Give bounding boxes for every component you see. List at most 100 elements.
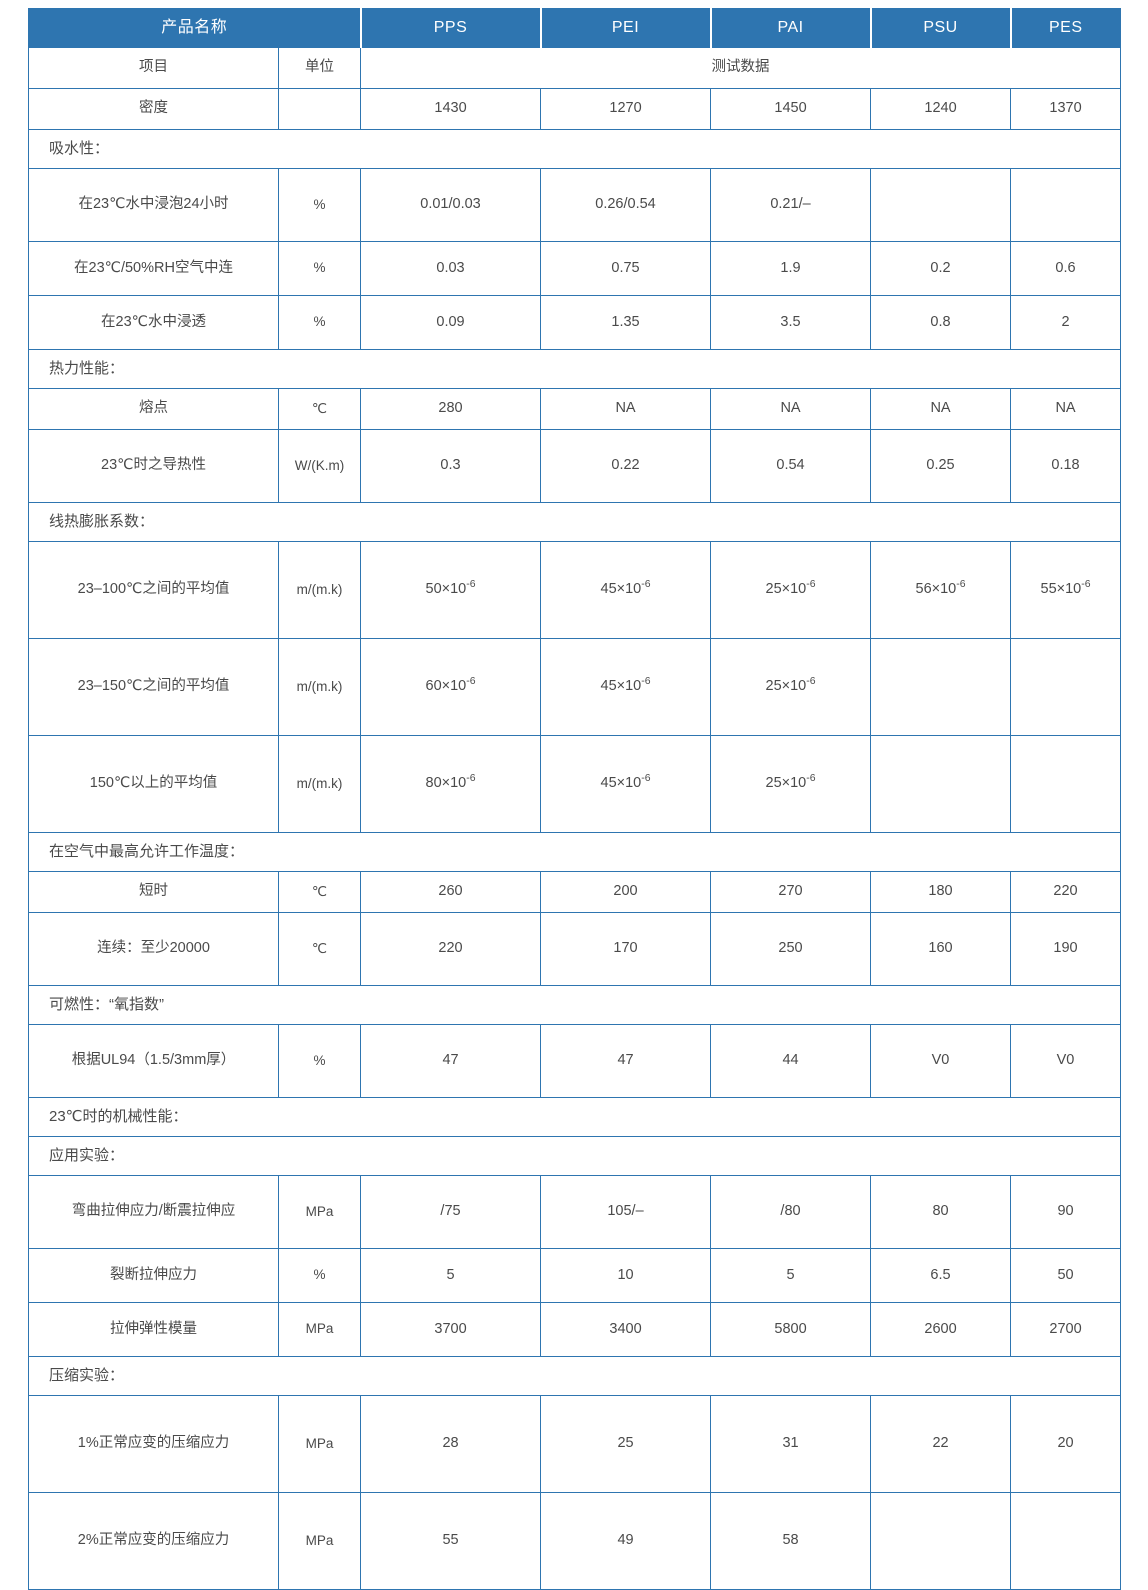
row-unit [277,88,362,130]
row-unit: W/(K.m) [277,429,362,503]
row-unit: MPa [277,1395,362,1493]
row-value-2: 58 [710,1492,872,1590]
row-label: 弯曲拉伸应力/断震拉伸应 [28,1175,279,1249]
row-value-1: 47 [540,1024,712,1098]
table-row: 熔点 ℃ 280 NA NA NA NA [28,388,1122,430]
row-label: 裂断拉伸应力 [28,1248,279,1303]
row-value-4: NA [1010,388,1122,430]
row-value-4: 1370 [1010,88,1122,130]
row-value-0: 5 [360,1248,542,1303]
section-header-row: 23℃时的机械性能： [27,1097,1122,1137]
row-unit: MPa [277,1302,362,1357]
row-value-1: 45×10-6 [540,638,712,736]
row-value-2: 1.9 [710,241,872,296]
row-value-2: NA [710,388,872,430]
row-value-0: 0.03 [360,241,542,296]
row-value-4 [1010,168,1122,242]
row-value-1: 170 [540,912,712,986]
row-value-2: 25×10-6 [710,541,872,639]
material-properties-table: 产品名称 PPS PEI PAI PSU PES 项目 单位 测试数据 密度 1430 1… [27,8,1122,1590]
subheader-unit-label: 单位 [277,47,362,89]
row-value-3 [870,168,1012,242]
row-value-1: 45×10-6 [540,735,712,833]
row-value-3: 22 [870,1395,1012,1493]
row-label: 23–150℃之间的平均值 [28,638,279,736]
table-row: 弯曲拉伸应力/断震拉伸应 MPa/75 105/–/80 80 90 [28,1175,1122,1249]
header-col-pei: PEI [539,8,712,48]
row-value-0: 55 [360,1492,542,1590]
row-value-4: 220 [1010,871,1122,913]
table-row: 1%正常应变的压缩应力 MPa 28 25 31 22 20 [28,1395,1122,1493]
row-value-0: 1430 [360,88,542,130]
section-header-row: 在空气中最高允许工作温度： [27,832,1122,872]
row-value-3: V0 [870,1024,1012,1098]
row-value-1: 45×10-6 [540,541,712,639]
row-unit: ℃ [277,912,362,986]
row-value-3 [870,1492,1012,1590]
row-value-0: 60×10-6 [360,638,542,736]
table-row: 裂断拉伸应力% 5 10 5 6.5 50 [28,1248,1122,1303]
exponent: -6 [806,676,816,688]
row-label: 2%正常应变的压缩应力 [28,1492,279,1590]
row-value-4: 0.6 [1010,241,1122,296]
row-value-0: 0.3 [360,429,542,503]
row-value-2: 5800 [710,1302,872,1357]
row-value-3: 0.25 [870,429,1012,503]
row-label: 在23℃/50%RH空气中连 [28,241,279,296]
row-value-0: 80×10-6 [360,735,542,833]
row-value-1: 25 [540,1395,712,1493]
header-col-pai: PAI [709,8,872,48]
row-unit: ℃ [277,388,362,430]
row-label: 短时 [28,871,279,913]
row-unit: % [277,1248,362,1303]
spec-sheet: 产品名称 PPS PEI PAI PSU PES 项目 单位 测试数据 密度 1430 1… [27,8,1122,1590]
row-label: 1%正常应变的压缩应力 [28,1395,279,1493]
row-value-1: NA [540,388,712,430]
row-value-2: 0.21/– [710,168,872,242]
row-value-4: 50 [1010,1248,1122,1303]
row-value-1: 105/– [540,1175,712,1249]
row-value-1: 0.75 [540,241,712,296]
row-value-0: 3700 [360,1302,542,1357]
section-title: 在空气中最高允许工作温度： [27,832,1122,872]
section-header-row: 热力性能： [27,349,1122,389]
row-unit: m/(m.k) [277,735,362,833]
section-title: 吸水性： [27,129,1122,169]
row-value-0: 280 [360,388,542,430]
table-header: 产品名称 PPS PEI PAI PSU PES [27,8,1122,48]
exponent: -6 [956,579,966,591]
row-value-0: 50×10-6 [360,541,542,639]
row-value-2: /80 [710,1175,872,1249]
row-value-3: 6.5 [870,1248,1012,1303]
row-label: 根据UL94（1.5/3mm厚） [28,1024,279,1098]
row-label: 23–100℃之间的平均值 [28,541,279,639]
row-value-4 [1010,735,1122,833]
row-unit: m/(m.k) [277,541,362,639]
row-unit: MPa [277,1492,362,1590]
section-title: 热力性能： [27,349,1122,389]
table-row: 23℃时之导热性 W/(K.m) 0.3 0.22 0.54 0.25 0.18 [28,429,1122,503]
table-row: 150℃以上的平均值 m/(m.k) 80×10-6 45×10-6 25×10-6 [28,735,1122,833]
section-title: 压缩实验： [27,1356,1122,1396]
section-header-row: 吸水性： [27,129,1122,169]
header-row: 产品名称 PPS PEI PAI PSU PES [27,8,1122,48]
table-row: 密度 1430 1270 1450 1240 1370 [28,88,1122,130]
row-label: 连续：至少20000 [28,912,279,986]
table-body: 项目 单位 测试数据 密度 1430 1270 1450 1240 1370 吸水性： 在23℃水中… [27,47,1122,1590]
section-header-row: 应用实验： [27,1136,1122,1176]
row-value-4: 20 [1010,1395,1122,1493]
exponent: -6 [1081,579,1091,591]
exponent: -6 [641,773,651,785]
section-header-row: 压缩实验： [27,1356,1122,1396]
row-value-2: 1450 [710,88,872,130]
row-value-4: 2700 [1010,1302,1122,1357]
row-value-0: 47 [360,1024,542,1098]
row-value-2: 25×10-6 [710,735,872,833]
table-row: 短时 ℃ 260 200 270 180 220 [28,871,1122,913]
row-value-2: 31 [710,1395,872,1493]
table-row: 在23℃水中浸透% 0.09 1.35 3.5 0.8 2 [28,295,1122,350]
row-value-0: 0.09 [360,295,542,350]
table-row: 23–100℃之间的平均值 m/(m.k) 50×10-6 45×10-6 25×10-… [28,541,1122,639]
row-label: 23℃时之导热性 [28,429,279,503]
row-value-4: 55×10-6 [1010,541,1122,639]
